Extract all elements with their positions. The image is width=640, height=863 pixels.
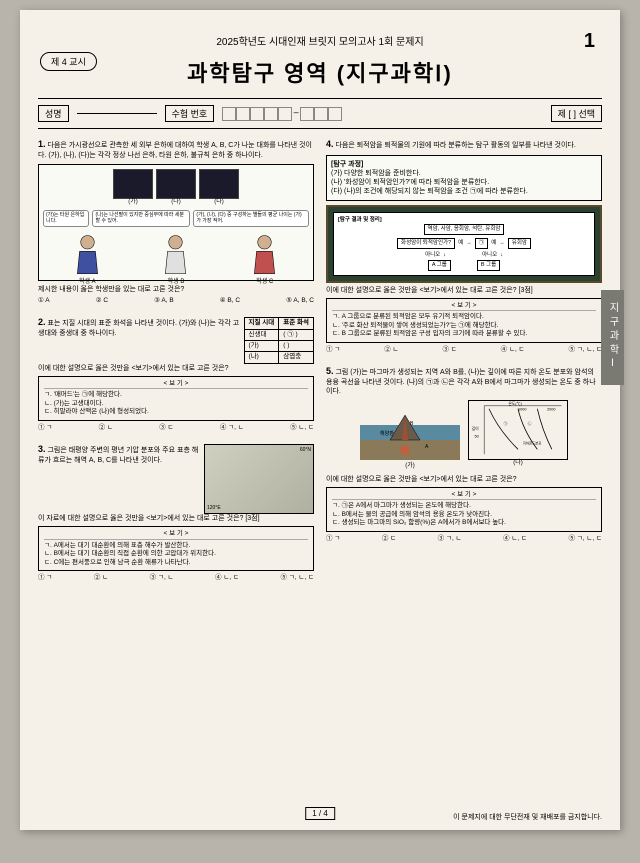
q1-figure: (가) (나) (다) (가)는 타원 은하입니다. (나)는 나선팔이 있지만… — [38, 164, 314, 281]
q3-answers: ① ㄱ② ㄴ③ ㄱ, ㄴ④ ㄴ, ㄷ⑤ ㄱ, ㄴ, ㄷ — [38, 574, 314, 582]
q5-number: 5. — [326, 366, 334, 376]
q4-flowchart: [탐구 결과 및 정리] 역암, 사암, 응회암, 석탄, 유회암 화성암이 퇴… — [333, 212, 595, 276]
page-indicator: 1 / 4 — [305, 807, 335, 820]
svg-text:㉡: ㉡ — [528, 421, 532, 426]
content-columns: 1. 다음은 가시광선으로 관측한 세 외부 은하에 대하여 학생 A, B, … — [38, 139, 602, 594]
left-column: 1. 다음은 가시광선으로 관측한 세 외부 은하에 대하여 학생 A, B, … — [38, 139, 314, 594]
svg-text:깊이: 깊이 — [472, 426, 480, 431]
q5-text: 그림 (가)는 마그마가 생성되는 지역 A와 B를, (나)는 깊이에 따른 … — [326, 369, 596, 395]
galaxy-image-3 — [199, 169, 239, 199]
q1-answers: ① A② C③ A, B④ B, C⑤ A, B, C — [38, 297, 314, 305]
period-badge: 제 4 교시 — [40, 52, 97, 71]
exam-num-boxes: – — [222, 107, 342, 121]
question-5: 5. 그림 (가)는 마그마가 생성되는 지역 A와 B를, (나)는 깊이에 … — [326, 366, 602, 543]
q2-number: 2. — [38, 317, 46, 327]
svg-text:해양판: 해양판 — [380, 430, 394, 437]
speech-a: (가)는 타원 은하입니다. — [43, 210, 89, 227]
q2-text: 표는 지질 시대의 표준 화석을 나타낸 것이다. (가)와 (나)는 각각 고… — [38, 320, 239, 337]
flow-condition: 화성암이 퇴적암인가? — [397, 238, 455, 249]
q3-number: 3. — [38, 444, 46, 454]
exam-paper: 1 2025학년도 시대인재 브릿지 모의고사 1회 문제지 제 4 교시 과학… — [20, 10, 620, 830]
student-info-row: 성명 수험 번호 – 제 [ ] 선택 — [38, 98, 602, 129]
q2-answers: ① ㄱ② ㄴ③ ㄷ④ ㄱ, ㄴ⑤ ㄴ, ㄷ — [38, 424, 314, 432]
q4-text: 다음은 퇴적암을 퇴적물의 기원에 따라 분류하는 탐구 활동의 일부를 나타낸… — [335, 142, 575, 149]
svg-text:1000: 1000 — [518, 408, 527, 412]
q3-text: 그림은 태평양 주변의 평년 기압 분포와 주요 표층 해류가 흐르는 해역 A… — [38, 447, 198, 464]
q1-text: 다음은 가시광선으로 관측한 세 외부 은하에 대하여 학생 A, B, C가 … — [38, 142, 312, 159]
student-b-icon: 학생 B — [158, 231, 193, 276]
question-3: 3. 60°N 120°E 그림은 태평양 주변의 평년 기압 분포와 주요 표… — [38, 444, 314, 582]
question-2: 2. 지질 시대표준 화석 신생대( ㉠ ) (가)( ) (나)삼엽충 표는 … — [38, 317, 314, 432]
q4-bogi: < 보 기 > ㄱ. A 그룹으로 분류된 퇴적암은 모두 유기적 퇴적암이다.… — [326, 298, 602, 343]
select-label: 제 [ ] 선택 — [551, 105, 602, 122]
subject-title: 과학탐구 영역 (지구과학Ⅰ) — [38, 56, 602, 88]
temperature-graph: 온도(℃) 1000 2000 깊이 50 지하온도분포 ㉠ ㉡ — [468, 400, 568, 460]
q5-diagrams: 해양판 A B (가) — [326, 400, 602, 471]
q3-bogi: < 보 기 > ㄱ. A에서는 대기 대순환에 의해 표층 해수가 발산한다. … — [38, 526, 314, 571]
exam-header: 2025학년도 시대인재 브릿지 모의고사 1회 문제지 — [38, 33, 602, 48]
svg-text:온도(℃): 온도(℃) — [508, 401, 522, 406]
speech-b: (나)는 나선팔이 있지만 중심부에 따라 세분할 수 있어. — [92, 210, 190, 227]
question-4: 4. 다음은 퇴적암을 퇴적물의 기원에 따라 분류하는 탐구 활동의 일부를 … — [326, 139, 602, 354]
page-number-top: 1 — [584, 30, 595, 53]
q5-bogi: < 보 기 > ㄱ. ㉠은 A에서 마그마가 생성되는 온도에 해당한다. ㄴ.… — [326, 487, 602, 532]
q2-subq: 이에 대한 설명으로 옳은 것만을 <보기>에서 있는 대로 고른 것은? — [38, 364, 314, 373]
exam-num-label: 수험 번호 — [165, 105, 215, 122]
volcano-diagram: 해양판 A B — [360, 400, 460, 460]
q1-number: 1. — [38, 139, 46, 149]
q3-subq: 이 자료에 대한 설명으로 옳은 것만을 <보기>에서 있는 대로 고른 것은?… — [38, 514, 314, 523]
copyright-notice: 이 문제지에 대한 무단전재 및 재배포를 금지합니다. — [453, 812, 602, 822]
svg-text:2000: 2000 — [547, 408, 556, 412]
question-1: 1. 다음은 가시광선으로 관측한 세 외부 은하에 대하여 학생 A, B, … — [38, 139, 314, 305]
page-footer: 1 / 4 — [305, 807, 335, 820]
student-a-icon: 학생 A — [70, 231, 105, 276]
speech-c: (가), (나), (다) 중 구성하는 별들의 평균 나이는 (가)가 가장 … — [193, 210, 309, 227]
q5-subq: 이에 대한 설명으로 옳은 것만을 <보기>에서 있는 대로 고른 것은? — [326, 475, 602, 484]
q3-map: 60°N 120°E — [204, 444, 314, 514]
subject-tab: 지구과학Ⅰ — [601, 290, 624, 385]
svg-text:㉠: ㉠ — [504, 421, 508, 426]
student-c-icon: 학생 C — [247, 231, 282, 276]
galaxy-image-1 — [113, 169, 153, 199]
name-label: 성명 — [38, 105, 69, 122]
q5-answers: ① ㄱ② ㄷ③ ㄱ, ㄴ④ ㄴ, ㄷ⑤ ㄱ, ㄴ, ㄷ — [326, 535, 602, 543]
q2-bogi: < 보 기 > ㄱ. '매머드'는 ㉠에 해당한다. ㄴ. (가)는 고생대이다… — [38, 376, 314, 421]
q4-process-box: [탐구 과정] (가) 다양한 퇴적암을 준비한다. (나) '화성암이 퇴적암… — [326, 155, 602, 201]
right-column: 4. 다음은 퇴적암을 퇴적물의 기원에 따라 분류하는 탐구 활동의 일부를 … — [326, 139, 602, 594]
q4-blackboard: [탐구 결과 및 정리] 역암, 사암, 응회암, 석탄, 유회암 화성암이 퇴… — [326, 205, 602, 283]
svg-text:지하온도분포: 지하온도분포 — [523, 440, 542, 445]
q4-number: 4. — [326, 139, 334, 149]
q2-table: 지질 시대표준 화석 신생대( ㉠ ) (가)( ) (나)삼엽충 — [244, 317, 314, 364]
galaxy-image-2 — [156, 169, 196, 199]
q4-subq: 이에 대한 설명으로 옳은 것만을 <보기>에서 있는 대로 고른 것은? [3… — [326, 286, 602, 295]
q4-answers: ① ㄱ② ㄴ③ ㄷ④ ㄴ, ㄷ⑤ ㄱ, ㄴ, ㄷ — [326, 346, 602, 354]
svg-text:50: 50 — [475, 435, 479, 439]
